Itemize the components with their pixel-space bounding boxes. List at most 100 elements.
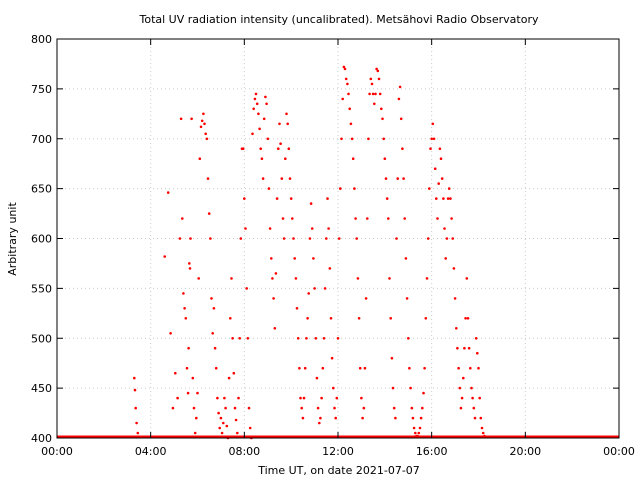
data-point [262,117,266,121]
data-point [176,396,179,400]
data-point [403,217,407,220]
y-tick-label: 750 [31,83,52,96]
data-point [366,217,369,220]
data-point [266,137,270,141]
data-point [248,426,252,430]
data-point [214,366,218,370]
data-point [218,426,221,430]
data-point [374,92,377,96]
data-point [259,147,263,150]
data-point [233,406,237,410]
data-point [391,386,395,390]
data-point [174,371,177,375]
data-point [315,376,319,380]
data-point [189,237,192,240]
data-point [301,416,305,420]
data-point [261,177,265,180]
data-point [418,426,422,430]
data-point [187,346,190,350]
data-point [474,337,478,340]
data-point [481,431,485,435]
data-point [387,217,390,220]
data-point [207,212,211,215]
x-tick-label: 00:00 [603,445,635,458]
data-point [452,267,456,270]
data-point [429,147,432,150]
data-point [346,82,349,86]
data-point [321,366,325,370]
data-point [303,366,307,370]
data-point [246,337,250,340]
data-point [412,426,416,430]
data-point [291,217,294,220]
axis-ticks [56,38,620,439]
data-point [375,67,378,71]
data-point [182,292,185,295]
data-point [439,157,443,160]
data-point [245,287,248,290]
data-point [244,227,247,230]
data-point [361,416,364,420]
y-tick-label: 650 [31,183,52,196]
data-point [209,237,212,240]
data-point [307,292,311,295]
x-tick-label: 08:00 [228,445,260,458]
data-point [205,137,209,141]
data-point [274,272,278,275]
data-point [217,411,220,415]
data-point [213,346,217,350]
data-point [277,147,280,150]
data-point [443,227,446,230]
data-point [385,197,389,200]
data-point [188,262,191,265]
data-point [258,127,261,131]
data-point [171,406,175,410]
data-point [483,434,486,438]
data-point [293,257,297,260]
data-point [314,337,318,340]
data-point [193,431,197,435]
data-point [253,97,257,101]
data-point [398,85,402,89]
data-point [257,112,260,116]
data-point [350,137,354,141]
data-point [368,92,371,96]
data-point [428,187,431,190]
data-point [313,287,316,290]
data-point [211,332,214,335]
data-point [260,157,264,160]
data-point [447,187,451,190]
data-point [188,267,192,270]
data-point [270,257,273,260]
data-point [298,366,301,370]
data-point [407,337,410,340]
data-point [212,307,216,310]
data-point [424,317,428,320]
data-point [238,337,241,340]
data-point [236,431,239,435]
data-point [445,237,449,240]
y-tick-labels: 400 450 500 550 600 650 700 750 800 [31,33,52,445]
data-point [355,237,359,240]
data-point [230,277,233,280]
data-point [462,376,465,380]
data-point [216,396,219,400]
data-point [237,396,240,400]
data-point [282,237,286,240]
data-point [414,431,417,435]
data-point [203,122,206,126]
data-point [179,117,183,121]
gridlines [57,39,619,438]
data-point [389,317,393,320]
data-point [268,227,272,230]
data-point [332,386,335,390]
data-point [472,406,476,410]
data-point [399,117,403,121]
data-point [135,421,138,425]
data-point [234,418,238,422]
data-point [196,391,199,395]
data-point [348,107,352,111]
data-point [231,337,234,340]
data-point [334,416,338,420]
data-point [222,421,225,425]
